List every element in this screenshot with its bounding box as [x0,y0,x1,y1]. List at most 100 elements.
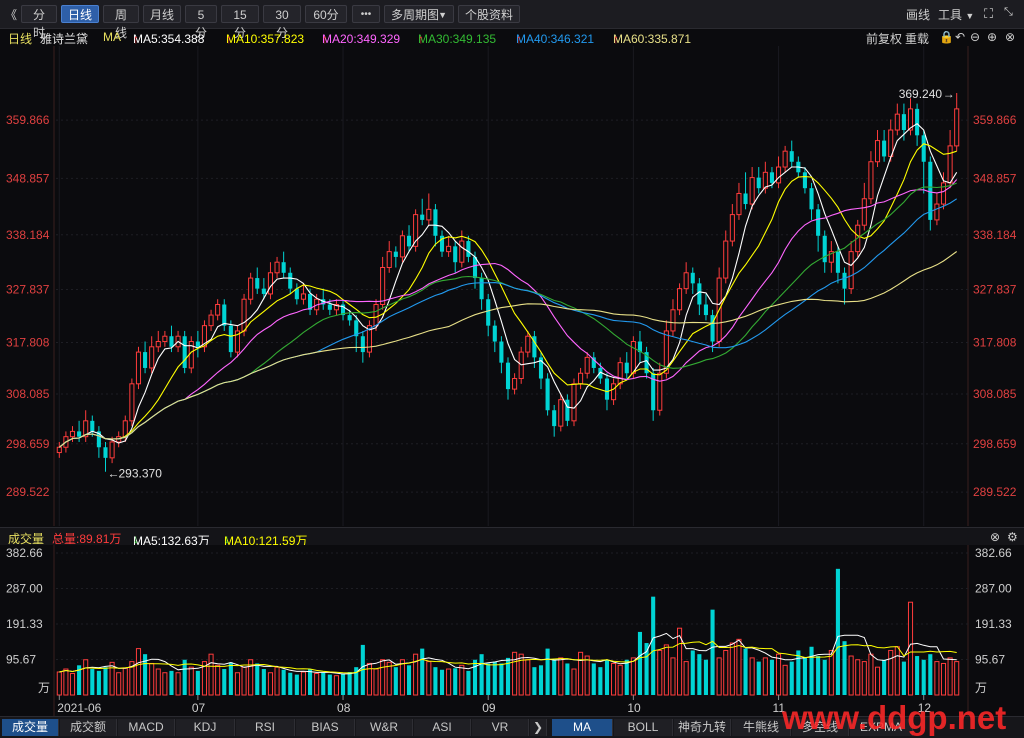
volume-bar-up [584,655,590,696]
tab-magic-nine[interactable]: 神奇九转 [674,719,731,736]
volume-bar-down [182,659,187,695]
volume-bar-down [90,669,95,695]
multi-period-dropdown[interactable]: 多周期图 ▼ [384,5,454,23]
candle-down [327,304,332,310]
volume-bar-up [861,661,867,696]
period-tab-15min[interactable]: 15分 [221,5,259,40]
candle-down [222,304,227,326]
tab-ma[interactable]: MA [552,719,613,736]
draw-line-button[interactable]: 画线 [906,8,931,22]
candle-up [584,356,590,374]
price-restore-button[interactable]: 前复权 [866,32,903,46]
candle-down [182,336,187,368]
volume-bar-up [446,668,452,696]
left-arrow-icon: ← [107,467,119,481]
volume-tick-label-left: 287.00 [6,581,43,595]
zoom-in-icon[interactable]: ⊕ [987,30,998,44]
candle-down [486,299,491,326]
candle-down [842,272,847,289]
volume-bar-up [241,666,247,696]
price-tick-label-left: 359.866 [6,113,50,127]
ma-indicator-label[interactable]: MA [103,30,121,44]
candle-up [446,245,452,253]
candle-down [420,214,425,220]
price-tick-label-right: 338.184 [973,228,1017,242]
candle-down [255,278,260,289]
period-tab-30min[interactable]: 30分 [263,5,301,40]
tab-turnover[interactable]: 成交额 [60,719,117,736]
tools-label: 工具 [938,8,963,22]
volume-bar-up [56,671,62,696]
expand-icon[interactable]: ⛶ [984,6,994,21]
candle-down [835,251,840,273]
volume-bar-up [525,659,531,696]
candle-up [861,198,867,226]
candle-down [598,367,603,379]
volume-bar-down [789,661,794,695]
volume-bar-up [122,667,128,696]
volume-bar-up [83,659,89,696]
tabs-next-icon[interactable]: ❯ [530,719,547,736]
tab-volume[interactable]: 成交量 [2,719,59,736]
date-tick-label: 07 [192,701,206,715]
volume-bar-down [505,657,511,695]
volume-bar-down [261,669,266,695]
tools-menu-button[interactable]: 工具 ▼ [938,6,974,23]
candle-down [882,140,887,157]
volume-bar-down [565,663,570,695]
candlestick-chart[interactable]: 359.866 359.866 348.857 348.857 338.184 338.1… [0,46,1024,526]
candle-down [90,420,95,432]
reload-button[interactable]: 重载 [905,32,930,46]
back-icon[interactable]: 《 [5,8,18,22]
settings-icon[interactable]: ⚙ [1007,530,1018,544]
close-icon[interactable]: ⊗ [1005,30,1016,44]
tab-rsi[interactable]: RSI [236,719,295,736]
stock-name: 雅诗兰黛 [40,32,89,46]
volume-bar-down [321,672,326,695]
close-volume-icon[interactable]: ⊗ [990,530,1001,544]
period-tab-weekly[interactable]: 周线 [103,5,139,40]
tab-bias[interactable]: BIAS [296,719,355,736]
candle-up [366,325,372,353]
volume-bar-down [591,663,596,695]
candle-down [802,172,807,189]
volume-label[interactable]: 成交量 [8,532,45,546]
more-periods-button[interactable]: ••• [352,5,380,23]
period-tab-daily[interactable]: 日线 [61,5,99,23]
period-tab-60min[interactable]: 60分 [305,5,347,23]
volume-bar-up [267,672,273,696]
tab-expma[interactable]: EXPMA [850,719,913,736]
undo-icon[interactable]: ↶ [955,30,966,44]
volume-bar-down [809,646,814,695]
ma30-text: MA30:349.135 [418,32,497,46]
period-tab-monthly[interactable]: 月线 [143,5,181,23]
volume-bar-down [354,667,359,695]
price-tick-label-left: 289.522 [6,485,50,499]
tab-wr[interactable]: W&R [356,719,413,736]
volume-bar-down [96,670,101,695]
tab-bull-bear[interactable]: 牛熊线 [732,719,791,736]
zoom-out-icon[interactable]: ⊖ [970,30,981,44]
period-tab-5min[interactable]: 5分 [185,5,217,40]
volume-bar-down [433,667,438,695]
price-tick-label-right: 289.522 [973,485,1017,499]
volume-bar-down [882,659,887,695]
tab-long-short[interactable]: 多空线 [792,719,849,736]
tab-kdj[interactable]: KDJ [176,719,235,736]
tab-macd[interactable]: MACD [118,719,175,736]
tab-asi[interactable]: ASI [414,719,471,736]
collapse-icon[interactable]: ⤡ [1004,6,1013,18]
candle-down [789,151,794,162]
lock-icon[interactable]: 🔒 [939,30,954,44]
price-tick-label-left: 298.659 [6,437,50,451]
date-tick-label: 09 [482,701,496,715]
volume-chart[interactable]: 382.66 382.66 287.00 287.00 191.33 191.33 95.6… [0,545,1024,716]
tab-vr[interactable]: VR [472,719,529,736]
candle-up [874,140,881,163]
price-tick-label-right: 359.866 [973,113,1017,127]
stock-profile-button[interactable]: 个股资料 [458,5,520,23]
up-arrow-icon: ↑ [516,32,522,46]
period-tab-fenshi[interactable]: 分时 [21,5,57,40]
tab-boll[interactable]: BOLL [614,719,673,736]
volume-bar-up [314,672,320,696]
